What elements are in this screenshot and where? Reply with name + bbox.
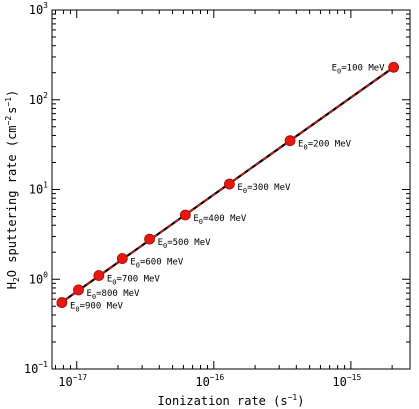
point-label: E0=700 MeV xyxy=(107,275,161,287)
y-axis-label-close: ) xyxy=(5,90,19,97)
x-axis-label-tail: ) xyxy=(297,394,304,408)
data-point xyxy=(284,135,296,147)
x-axis-label: Ionization rate (s−1) xyxy=(158,393,305,408)
y-axis-label-h: H xyxy=(5,282,19,289)
y-axis-label: H2O sputtering rate (cm−2 s−1) xyxy=(4,90,21,290)
point-label: E0=300 MeV xyxy=(237,183,291,195)
data-point xyxy=(56,297,68,308)
plot-frame xyxy=(51,9,411,370)
y-tick-label: 103 xyxy=(29,1,48,17)
x-tick-label: 10−15 xyxy=(332,373,361,389)
y-tick-label: 100 xyxy=(29,270,48,286)
x-axis-label-main: Ionization rate (s xyxy=(158,394,288,408)
data-point xyxy=(179,209,191,221)
data-point xyxy=(144,233,155,245)
point-label: E0=600 MeV xyxy=(130,258,184,270)
x-axis-label-sup: −1 xyxy=(288,393,298,402)
y-axis-label-s: s xyxy=(5,107,19,114)
point-label: E0=500 MeV xyxy=(158,238,212,250)
y-axis-label-sub2: 2 xyxy=(12,277,21,282)
point-label: E0=900 MeV xyxy=(70,302,124,314)
y-tick-label: 101 xyxy=(29,181,48,197)
point-labels: E0=100 MeV E0=200 MeV E0=300 MeV E0=400 MeV… xyxy=(70,63,385,313)
y-axis-label-main: O sputtering rate (cm xyxy=(5,125,19,277)
x-tick-label: 10−16 xyxy=(195,373,224,389)
point-label: E0=800 MeV xyxy=(86,289,140,301)
data-points xyxy=(56,61,400,308)
point-label: E0=100 MeV xyxy=(332,63,386,75)
point-label: E0=200 MeV xyxy=(298,140,352,152)
data-point xyxy=(224,178,235,190)
point-label: E0=400 MeV xyxy=(193,214,247,226)
x-tick-label: 10−17 xyxy=(58,373,87,389)
data-point xyxy=(388,61,400,73)
data-point xyxy=(73,284,84,296)
tick-labels: 10−17 10−16 10−15 10−1 100 101 102 103 xyxy=(24,1,362,389)
y-axis-label-sup2: −1 xyxy=(4,97,13,107)
data-point xyxy=(116,253,128,264)
y-tick-label: 10−1 xyxy=(24,360,48,376)
y-tick-label: 102 xyxy=(29,91,48,107)
y-axis-label-sup1: −2 xyxy=(4,116,13,126)
data-point xyxy=(93,270,105,281)
